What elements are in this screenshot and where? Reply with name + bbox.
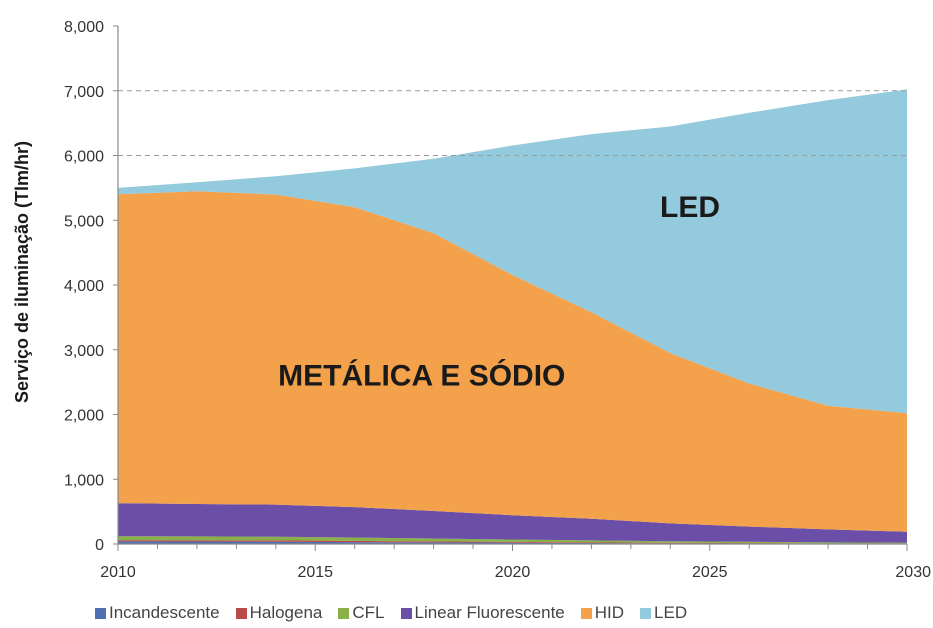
legend-swatch — [235, 607, 247, 619]
legend-swatch — [640, 607, 652, 619]
x-tick-label: 2015 — [297, 564, 333, 581]
x-tick-label: 2025 — [692, 564, 728, 581]
legend-item: CFL — [338, 603, 385, 623]
gridlines — [118, 90, 907, 156]
legend-item: Incandescente — [95, 603, 220, 623]
x-tick-label: 2010 — [100, 564, 136, 581]
legend-swatch — [95, 607, 106, 619]
legend-item: HID — [580, 603, 625, 623]
y-tick-label: 4,000 — [64, 278, 104, 295]
area-series-cfl — [118, 536, 907, 544]
annotation-label: LED — [660, 191, 720, 224]
legend-label: CFL — [352, 603, 385, 622]
area-series-hid — [118, 191, 907, 532]
legend-label: Incandescente — [109, 603, 220, 622]
legend-item: Halogena — [235, 603, 323, 623]
y-tick-label: 2,000 — [64, 408, 104, 425]
area-chart: 0 1,000 2,000 3,000 4,000 5,000 6,000 7,000 8,00… — [12, 19, 931, 581]
legend-swatch — [400, 607, 412, 619]
y-axis-ticks: 0 1,000 2,000 3,000 4,000 5,000 6,000 7,000 8,00… — [64, 19, 104, 554]
axes — [113, 25, 908, 551]
stacked-areas — [118, 89, 907, 544]
legend-label: LED — [654, 603, 688, 622]
y-axis-label: Serviço de iluminação (Tlm/hr) — [12, 141, 32, 403]
legend-label: Linear Fluorescente — [414, 603, 565, 622]
y-tick-label: 3,000 — [64, 343, 104, 360]
x-tick-label: 2030 — [895, 564, 931, 581]
y-tick-label: 5,000 — [64, 213, 104, 230]
legend-swatch — [580, 607, 592, 619]
y-tick-label: 1,000 — [64, 472, 104, 489]
area-series-led — [118, 89, 907, 414]
legend-label: Halogena — [249, 603, 323, 622]
legend-item: LED — [640, 603, 687, 623]
area-series-linear-fluorescente — [118, 503, 907, 543]
legend-swatch — [338, 607, 350, 619]
legend-label: HID — [594, 603, 625, 622]
y-tick-label: 8,000 — [64, 19, 104, 36]
legend: Incandescente Halogena CFL Linear Fluore… — [95, 601, 687, 625]
y-tick-label: 6,000 — [64, 149, 104, 166]
annotation-label: METÁLICA E SÓDIO — [278, 358, 565, 392]
legend-item: Linear Fluorescente — [400, 603, 565, 623]
x-tick-label: 2020 — [495, 564, 531, 581]
y-tick-label: 7,000 — [64, 84, 104, 101]
x-axis-ticks: 2010 2015 2020 2025 2030 — [100, 564, 931, 581]
y-tick-label: 0 — [95, 537, 104, 554]
annotations: LED METÁLICA E SÓDIO — [278, 191, 720, 392]
